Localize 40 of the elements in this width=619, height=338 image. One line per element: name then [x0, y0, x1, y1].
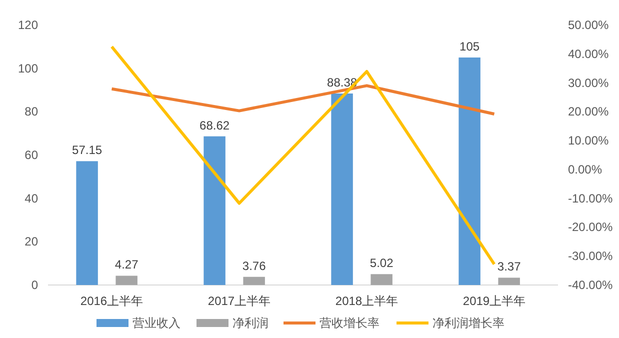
- data-label: 3.76: [242, 258, 266, 273]
- y-tick-label: 100: [18, 61, 38, 76]
- y2-tick-label: 30.00%: [568, 76, 610, 90]
- y-tick-label: 40: [24, 191, 38, 206]
- y2-tick-label: -10.00%: [568, 191, 614, 206]
- data-label: 3.37: [497, 260, 522, 274]
- bar: [204, 136, 226, 285]
- data-label: 4.27: [114, 258, 139, 272]
- y-tick-label: 120: [18, 18, 38, 32]
- x-tick-label: 2016上半年: [80, 294, 144, 308]
- y2-tick-label: 50.00%: [568, 18, 610, 32]
- x-tick-label: 2017上半年: [208, 294, 271, 308]
- y2-tick-label: -20.00%: [568, 220, 614, 234]
- data-label: 105: [460, 40, 480, 54]
- data-label: 5.02: [370, 256, 394, 270]
- legend-label: 净利润增长率: [432, 316, 504, 330]
- x-tick-label: 2019上半年: [462, 294, 526, 308]
- x-tick-label: 2018上半年: [335, 294, 398, 308]
- y-tick-label: 60: [24, 148, 38, 162]
- legend-label: 营收增长率: [320, 316, 380, 330]
- bar: [76, 161, 98, 285]
- data-label: 57.15: [72, 143, 102, 158]
- legend-label: 净利润: [232, 316, 268, 330]
- y2-tick-label: -40.00%: [568, 278, 614, 292]
- data-label: 68.62: [200, 118, 230, 132]
- y-tick-label: 20: [24, 234, 38, 249]
- bar: [498, 278, 520, 285]
- y2-tick-label: -30.00%: [568, 249, 614, 264]
- bar: [331, 94, 353, 285]
- bar: [370, 274, 392, 285]
- y2-tick-label: 40.00%: [568, 46, 610, 61]
- bar: [458, 58, 480, 285]
- y-tick-label: 80: [24, 104, 38, 119]
- bar: [243, 276, 265, 285]
- y2-tick-label: 20.00%: [568, 104, 610, 119]
- y2-tick-label: 10.00%: [568, 134, 610, 148]
- bar: [116, 276, 138, 285]
- y-tick-label: 0: [31, 278, 38, 292]
- legend-label: 营业收入: [132, 316, 180, 330]
- y2-tick-label: 0.00%: [568, 162, 602, 176]
